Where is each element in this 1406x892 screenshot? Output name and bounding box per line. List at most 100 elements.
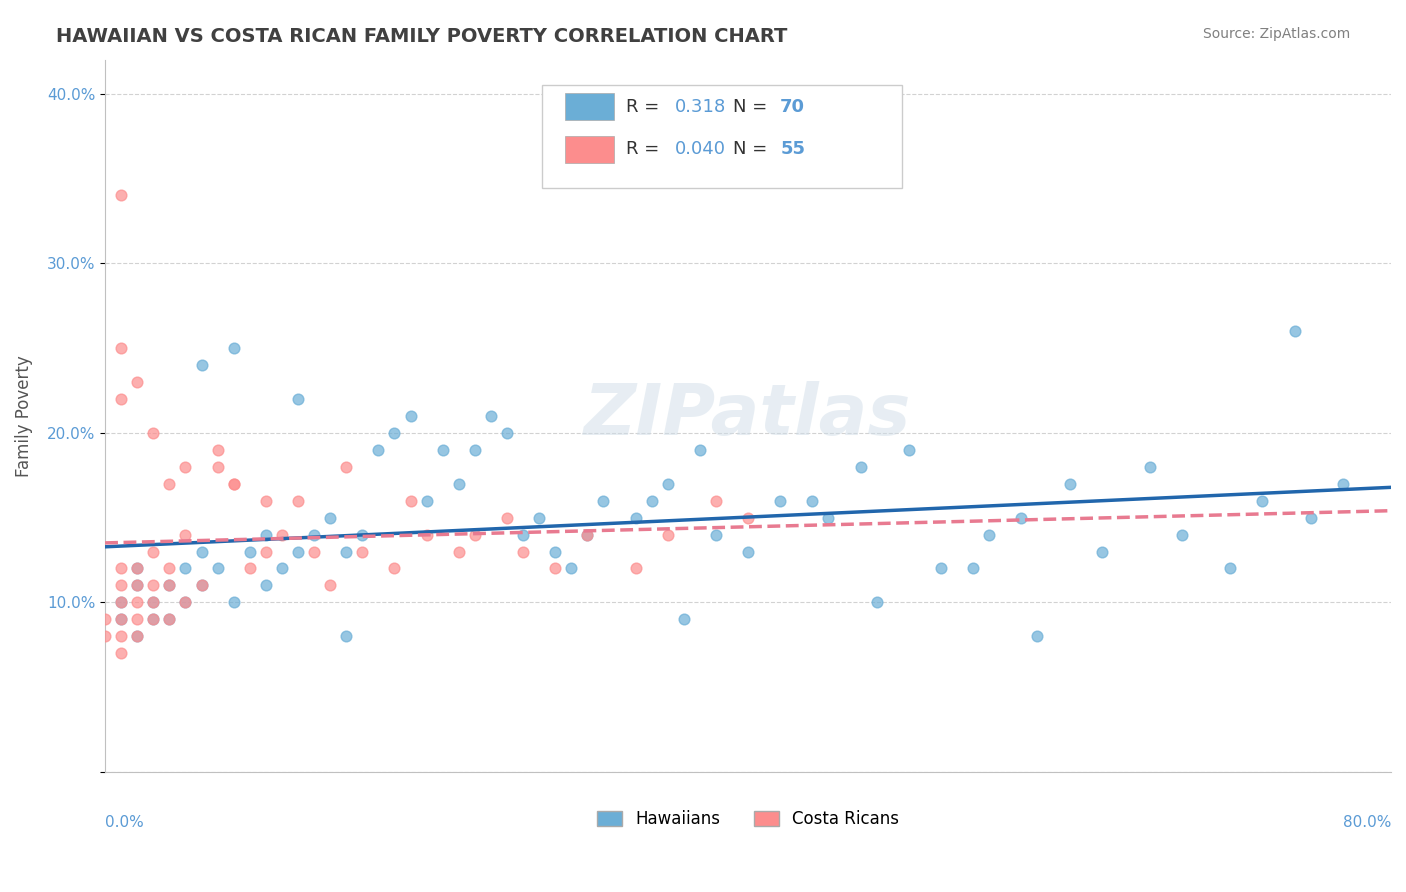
Point: [222, 476, 245, 491]
Point: [207, 459, 229, 474]
Point: [127, 578, 149, 592]
Point: [287, 544, 309, 558]
Text: Source: ZipAtlas.com: Source: ZipAtlas.com: [1202, 27, 1350, 41]
Point: [335, 544, 357, 558]
Point: [801, 493, 824, 508]
Point: [254, 527, 277, 541]
Point: [415, 493, 437, 508]
Text: R =: R =: [626, 97, 665, 116]
FancyBboxPatch shape: [543, 85, 903, 188]
Point: [142, 612, 165, 626]
Point: [689, 442, 711, 457]
Point: [271, 561, 294, 575]
Point: [110, 629, 132, 643]
Point: [319, 510, 342, 524]
Point: [207, 561, 229, 575]
Point: [94, 629, 117, 643]
Point: [110, 561, 132, 575]
Legend: Hawaiians, Costa Ricans: Hawaiians, Costa Ricans: [591, 804, 905, 835]
Point: [592, 493, 614, 508]
Point: [142, 578, 165, 592]
Point: [1251, 493, 1274, 508]
Point: [704, 527, 727, 541]
Point: [512, 544, 534, 558]
Point: [190, 358, 212, 372]
Point: [464, 527, 486, 541]
Point: [110, 646, 132, 660]
Text: N =: N =: [733, 97, 773, 116]
Point: [624, 561, 647, 575]
Text: R =: R =: [626, 140, 665, 159]
Point: [174, 595, 197, 609]
Point: [464, 442, 486, 457]
Point: [640, 493, 662, 508]
Point: [544, 544, 567, 558]
Point: [1059, 476, 1081, 491]
Point: [239, 544, 262, 558]
Text: N =: N =: [733, 140, 773, 159]
Point: [1331, 476, 1354, 491]
Point: [142, 425, 165, 440]
Text: 70: 70: [780, 97, 806, 116]
Point: [157, 578, 180, 592]
Point: [432, 442, 454, 457]
Point: [737, 544, 759, 558]
Point: [1010, 510, 1032, 524]
Point: [110, 188, 132, 202]
Point: [287, 392, 309, 406]
Point: [352, 544, 374, 558]
Point: [399, 409, 422, 423]
Point: [335, 459, 357, 474]
Point: [157, 476, 180, 491]
Point: [110, 612, 132, 626]
Text: 0.0%: 0.0%: [105, 814, 143, 830]
Point: [962, 561, 984, 575]
Point: [110, 612, 132, 626]
Point: [110, 341, 132, 355]
Point: [142, 595, 165, 609]
Point: [222, 595, 245, 609]
Point: [817, 510, 839, 524]
Point: [704, 493, 727, 508]
Point: [174, 527, 197, 541]
Point: [367, 442, 389, 457]
Text: 0.318: 0.318: [675, 97, 725, 116]
Point: [222, 476, 245, 491]
Point: [254, 578, 277, 592]
Text: HAWAIIAN VS COSTA RICAN FAMILY POVERTY CORRELATION CHART: HAWAIIAN VS COSTA RICAN FAMILY POVERTY C…: [56, 27, 787, 45]
Point: [174, 459, 197, 474]
Point: [479, 409, 502, 423]
Point: [254, 544, 277, 558]
Point: [174, 561, 197, 575]
Point: [979, 527, 1001, 541]
Point: [866, 595, 889, 609]
Point: [576, 527, 599, 541]
Point: [849, 459, 872, 474]
Point: [190, 578, 212, 592]
Point: [127, 561, 149, 575]
Point: [127, 561, 149, 575]
Point: [222, 341, 245, 355]
Point: [335, 629, 357, 643]
Point: [352, 527, 374, 541]
Point: [190, 544, 212, 558]
Point: [1299, 510, 1322, 524]
Point: [447, 476, 470, 491]
Point: [110, 595, 132, 609]
Point: [254, 493, 277, 508]
Text: ZIPatlas: ZIPatlas: [585, 381, 911, 450]
Point: [142, 544, 165, 558]
Point: [657, 527, 679, 541]
Point: [157, 561, 180, 575]
Point: [512, 527, 534, 541]
Point: [1284, 324, 1306, 338]
Point: [271, 527, 294, 541]
Point: [110, 578, 132, 592]
Point: [110, 392, 132, 406]
Point: [560, 561, 582, 575]
Point: [239, 561, 262, 575]
Point: [207, 442, 229, 457]
Point: [157, 612, 180, 626]
Point: [127, 629, 149, 643]
Point: [544, 561, 567, 575]
